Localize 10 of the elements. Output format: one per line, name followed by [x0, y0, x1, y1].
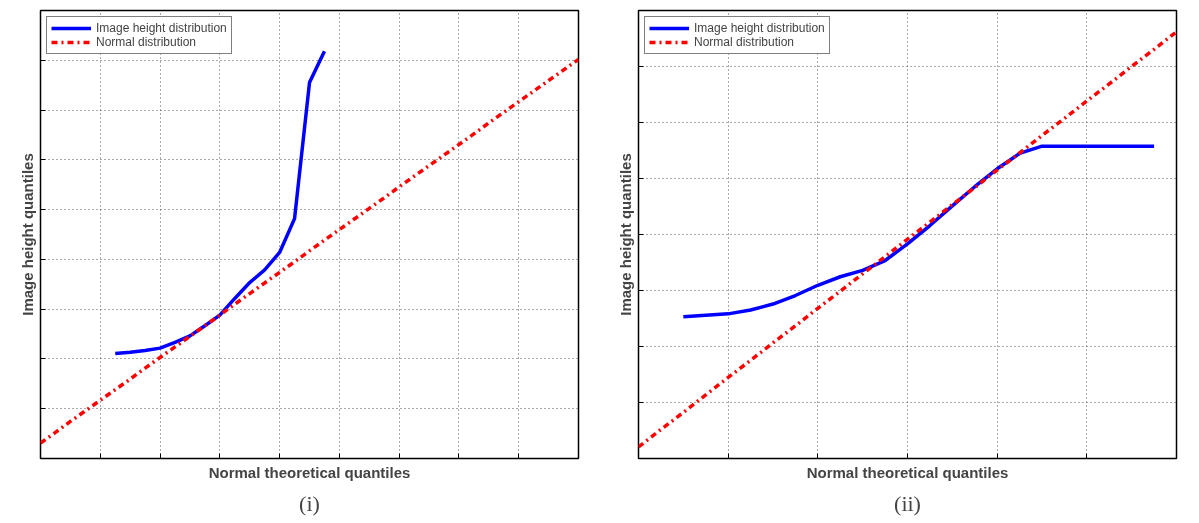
y-axis-title: Image height quantiles	[18, 153, 36, 316]
legend-label: Normal distribution	[694, 35, 795, 49]
x-axis-title: Normal theoretical quantiles	[208, 463, 411, 481]
legend-label: Normal distribution	[96, 35, 197, 49]
legend-label: Image height distribution	[96, 21, 227, 35]
legend-label: Image height distribution	[694, 21, 825, 35]
text: (i)	[299, 490, 320, 516]
y-axis-title: Image height quantiles	[616, 153, 634, 316]
text: (ii)	[894, 490, 921, 516]
x-axis-title: Normal theoretical quantiles	[806, 463, 1009, 481]
